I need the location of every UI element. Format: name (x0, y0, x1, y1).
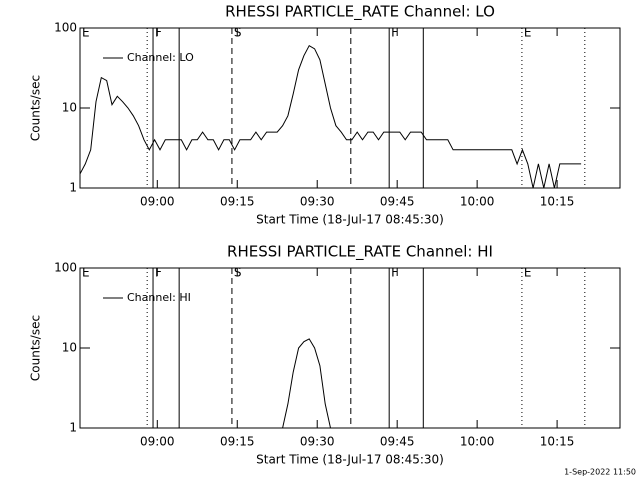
marker-label: F (155, 266, 162, 280)
marker-label: S (234, 26, 242, 40)
marker-label: F (391, 266, 398, 280)
x-tick-label: 09:30 (300, 195, 335, 209)
y-tick-label: 1 (69, 181, 77, 195)
x-tick-label: 09:15 (220, 435, 255, 449)
x-tick-label: 09:15 (220, 195, 255, 209)
x-tick-label: 10:15 (540, 435, 575, 449)
marker-label: E (82, 266, 90, 280)
marker-label: E (82, 26, 90, 40)
y-tick-label: 10 (62, 101, 77, 115)
y-tick-label: 100 (54, 261, 77, 275)
marker-label: F (391, 26, 398, 40)
y-tick-label: 10 (62, 341, 77, 355)
chart-title: RHESSI PARTICLE_RATE Channel: HI (227, 243, 493, 262)
marker-label: E (524, 26, 532, 40)
y-tick-label: 1 (69, 421, 77, 435)
x-tick-label: 09:30 (300, 435, 335, 449)
y-tick-label: 100 (54, 21, 77, 35)
chart-title: RHESSI PARTICLE_RATE Channel: LO (225, 3, 495, 22)
x-tick-label: 09:45 (380, 435, 415, 449)
x-tick-label: 09:00 (140, 435, 175, 449)
x-axis-label: Start Time (18-Jul-17 08:45:30) (256, 213, 444, 227)
legend-label: Channel: HI (127, 291, 191, 304)
x-axis-label: Start Time (18-Jul-17 08:45:30) (256, 453, 444, 467)
footer: 1-Sep-2022 11:50 (564, 468, 636, 477)
data-line (282, 338, 331, 428)
x-tick-label: 09:45 (380, 195, 415, 209)
data-line (80, 45, 582, 188)
x-tick-label: 10:00 (460, 435, 495, 449)
y-axis-label: Counts/sec (29, 75, 43, 141)
x-tick-label: 10:00 (460, 195, 495, 209)
x-tick-label: 10:15 (540, 195, 575, 209)
marker-label: S (234, 266, 242, 280)
marker-label: E (524, 266, 532, 280)
marker-label: F (155, 26, 162, 40)
legend-label: Channel: LO (127, 51, 194, 64)
x-tick-label: 09:00 (140, 195, 175, 209)
y-axis-label: Counts/sec (29, 315, 43, 381)
